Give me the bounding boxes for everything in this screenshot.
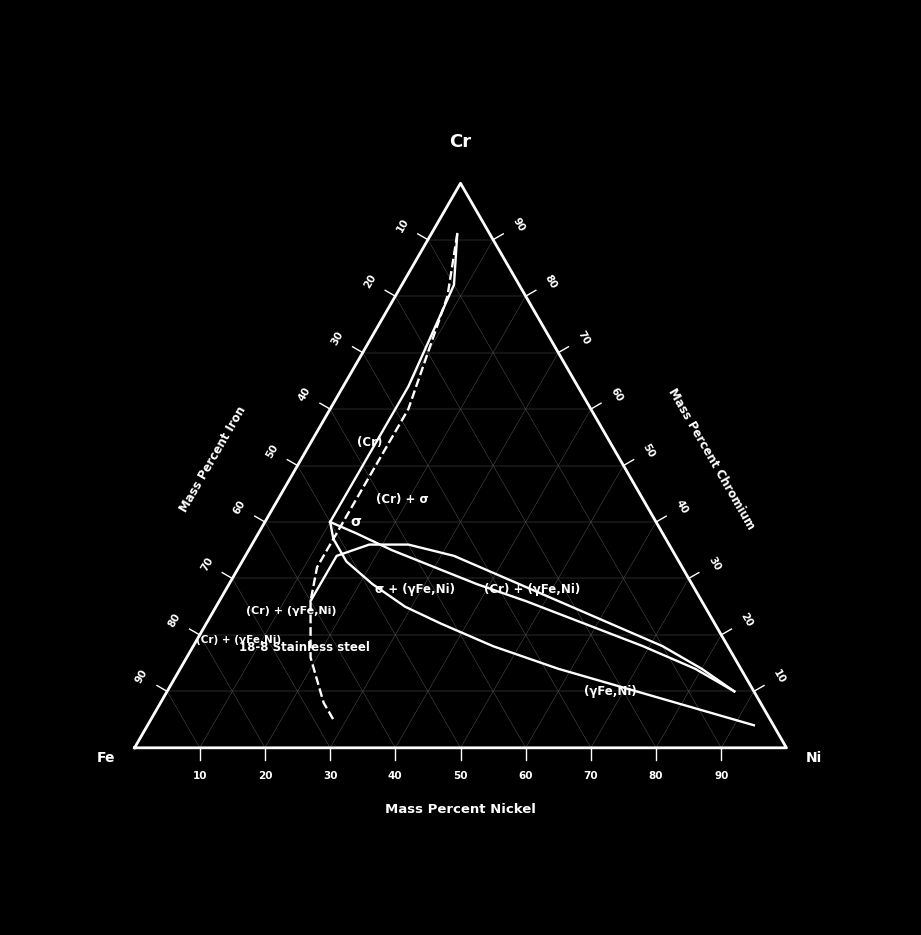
Text: 70: 70: [584, 770, 599, 781]
Text: 30: 30: [330, 329, 345, 347]
Text: 40: 40: [388, 770, 402, 781]
Text: 30: 30: [323, 770, 337, 781]
Text: 10: 10: [394, 216, 411, 234]
Text: σ + (γFe,Ni): σ + (γFe,Ni): [375, 583, 455, 597]
Text: Cr: Cr: [449, 133, 472, 151]
Text: Mass Percent Iron: Mass Percent Iron: [177, 404, 249, 514]
Text: 60: 60: [519, 770, 533, 781]
Text: 20: 20: [362, 273, 378, 290]
Text: Ni: Ni: [806, 751, 822, 765]
Text: 40: 40: [297, 385, 313, 403]
Text: (Cr): (Cr): [356, 437, 382, 450]
Text: 50: 50: [453, 770, 468, 781]
Text: 18-8 Stainless steel: 18-8 Stainless steel: [239, 641, 369, 654]
Text: Mass Percent Nickel: Mass Percent Nickel: [385, 803, 536, 816]
Text: (Cr) + σ: (Cr) + σ: [376, 493, 428, 506]
Text: 20: 20: [739, 611, 754, 629]
Text: 10: 10: [192, 770, 207, 781]
Text: 90: 90: [714, 770, 729, 781]
Text: 60: 60: [609, 385, 624, 403]
Text: 30: 30: [706, 555, 722, 572]
Text: 20: 20: [258, 770, 273, 781]
Text: 70: 70: [576, 329, 591, 347]
Text: (Cr) + (γFe,Ni): (Cr) + (γFe,Ni): [246, 606, 336, 615]
Text: 80: 80: [543, 273, 559, 290]
Text: Fe: Fe: [97, 751, 115, 765]
Text: 50: 50: [641, 442, 657, 460]
Text: 80: 80: [648, 770, 663, 781]
Text: 80: 80: [167, 611, 182, 629]
Text: (Cr) + (γFe,Ni): (Cr) + (γFe,Ni): [196, 635, 282, 644]
Text: 90: 90: [134, 668, 149, 685]
Text: 50: 50: [264, 442, 280, 460]
Text: 10: 10: [771, 668, 787, 685]
Text: 90: 90: [510, 216, 527, 234]
Text: 40: 40: [673, 498, 690, 516]
Text: Mass Percent Chromium: Mass Percent Chromium: [666, 386, 757, 532]
Text: (γFe,Ni): (γFe,Ni): [584, 684, 636, 698]
Text: 70: 70: [199, 555, 215, 572]
Text: σ: σ: [351, 515, 362, 529]
Text: (Cr) + (γFe,Ni): (Cr) + (γFe,Ni): [484, 583, 580, 597]
Text: 60: 60: [231, 498, 248, 516]
